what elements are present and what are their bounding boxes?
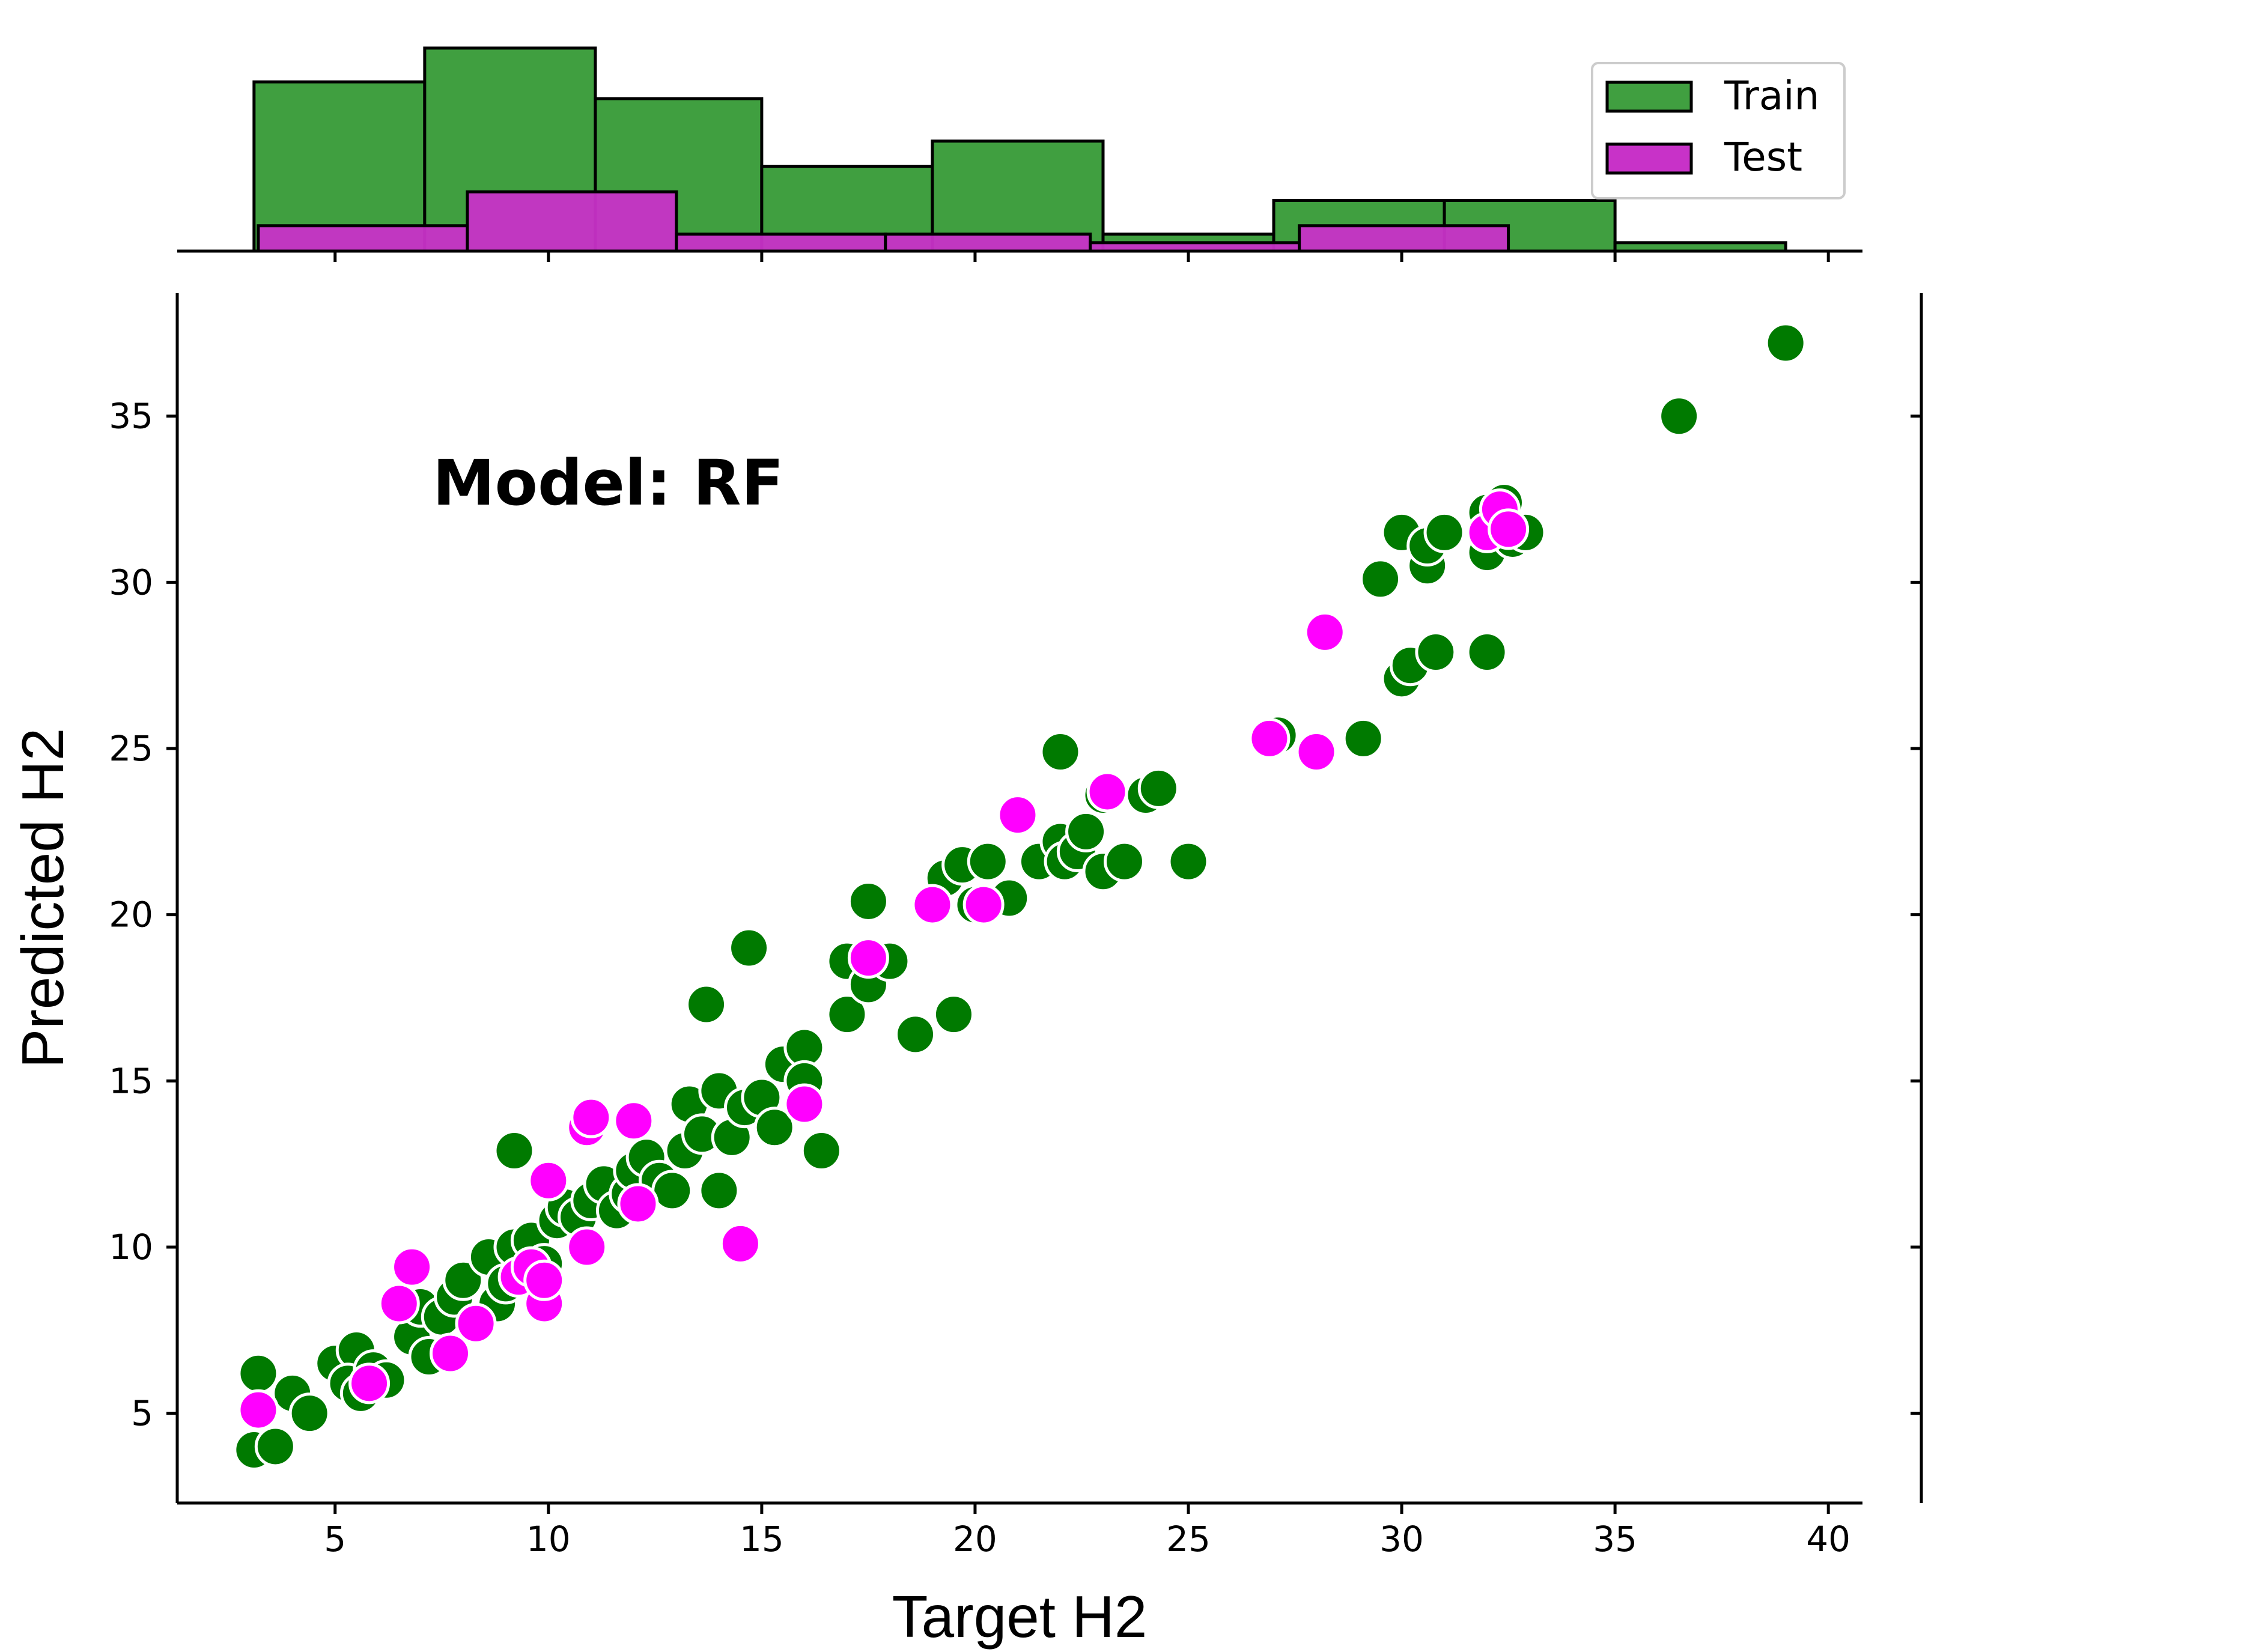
x-axis-title: Target H2 [892, 1584, 1148, 1650]
scatter-point-train [1415, 631, 1457, 673]
y-tick-label: 25 [109, 728, 153, 769]
scatter-point-test [1295, 731, 1337, 773]
scatter-point-train [932, 994, 974, 1036]
scatter-point-train [728, 927, 770, 969]
y-tick-label: 15 [109, 1060, 153, 1101]
scatter-point-test [570, 1096, 612, 1138]
scatter-point-test [1248, 717, 1291, 759]
x-tick-label: 30 [1379, 1519, 1424, 1559]
scatter-point-test [528, 1159, 570, 1201]
histogram-bar-test [675, 232, 887, 253]
y-tick-label: 20 [109, 894, 153, 935]
scatter-point-train [1065, 810, 1107, 852]
scatter-point-test [455, 1302, 497, 1344]
scatter-point-test [617, 1183, 659, 1225]
y-tick-label: 35 [109, 396, 153, 437]
scatter-point-test [1488, 508, 1530, 550]
scatter-point-train [967, 840, 1009, 882]
scatter-point-test [566, 1226, 608, 1268]
scatter-point-test [1304, 611, 1346, 653]
x-tick-label: 25 [1166, 1519, 1211, 1559]
histogram-bar-test [466, 190, 678, 253]
marginal-histogram [252, 46, 1787, 253]
legend: Train Test [1591, 62, 1846, 199]
scatter-point-test [378, 1283, 420, 1325]
legend-label-test: Test [1724, 134, 1802, 180]
x-tick-label: 35 [1593, 1519, 1637, 1559]
scatter-point-train [1039, 731, 1081, 773]
scatter-point-test [783, 1083, 825, 1125]
scatter-series-train [233, 322, 1807, 1471]
scatter-point-train [442, 1259, 484, 1301]
scatter-point-train [1466, 631, 1508, 673]
scatter-point-test [613, 1100, 655, 1142]
scatter-point-train [698, 1170, 740, 1212]
scatter-point-train [288, 1392, 330, 1435]
scatter-point-train [1167, 840, 1209, 882]
scatter-point-test [719, 1222, 761, 1265]
scatter-point-test [962, 884, 1005, 926]
legend-label-train: Train [1724, 73, 1819, 119]
x-tick-label: 40 [1806, 1519, 1850, 1559]
scatter-point-test [523, 1259, 565, 1301]
histogram-bar-test [257, 224, 469, 253]
scatter-point-train [1360, 558, 1402, 600]
scatter-point-train [895, 1013, 937, 1055]
scatter-point-train [1658, 395, 1700, 437]
x-tick-label: 20 [953, 1519, 997, 1559]
histogram-bar-test [1298, 224, 1510, 253]
scatter-point-train [1423, 511, 1465, 553]
scatter-point-train [753, 1107, 795, 1149]
scatter-series-test [237, 488, 1530, 1431]
scatter-point-train [800, 1130, 842, 1172]
y-tick-label: 5 [131, 1393, 153, 1434]
x-tick-label: 15 [740, 1519, 784, 1559]
scatter-point-train [826, 994, 868, 1036]
scatter-point-train [254, 1426, 296, 1468]
scatter-point-test [911, 884, 953, 926]
scatter-point-test [847, 937, 889, 979]
scatter-point-train [1137, 767, 1179, 809]
histogram-bar-test [884, 232, 1092, 253]
axis-ticks: 5 10 15 20 25 30 35 40 5 10 15 20 25 30 35 [109, 396, 1921, 1559]
y-tick-label: 10 [109, 1227, 153, 1268]
model-annotation: Model: RF [433, 446, 784, 520]
scatter-point-train [1103, 840, 1145, 882]
x-tick-label: 10 [526, 1519, 571, 1559]
scatter-point-train [493, 1130, 535, 1172]
scatter-point-test [429, 1332, 471, 1374]
scatter-point-train [847, 881, 889, 923]
y-axis-title: Predicted H2 [10, 728, 76, 1069]
scatter-point-test [1086, 771, 1128, 813]
scatter-point-train [237, 1352, 279, 1394]
scatter-point-test [391, 1246, 433, 1288]
scatter-point-test [237, 1389, 279, 1431]
scatter-point-test [997, 794, 1039, 836]
scatter-point-train [686, 983, 728, 1025]
histogram-bar-train [252, 80, 427, 253]
scatter-point-train [1765, 322, 1807, 364]
legend-swatch-test [1605, 142, 1693, 175]
histogram-x-ticks [333, 251, 1830, 262]
y-tick-label: 30 [109, 562, 153, 603]
scatter-point-train [1342, 717, 1384, 759]
scatter-point-test [348, 1362, 391, 1405]
x-tick-label: 5 [324, 1519, 346, 1559]
legend-swatch-train [1605, 80, 1693, 113]
